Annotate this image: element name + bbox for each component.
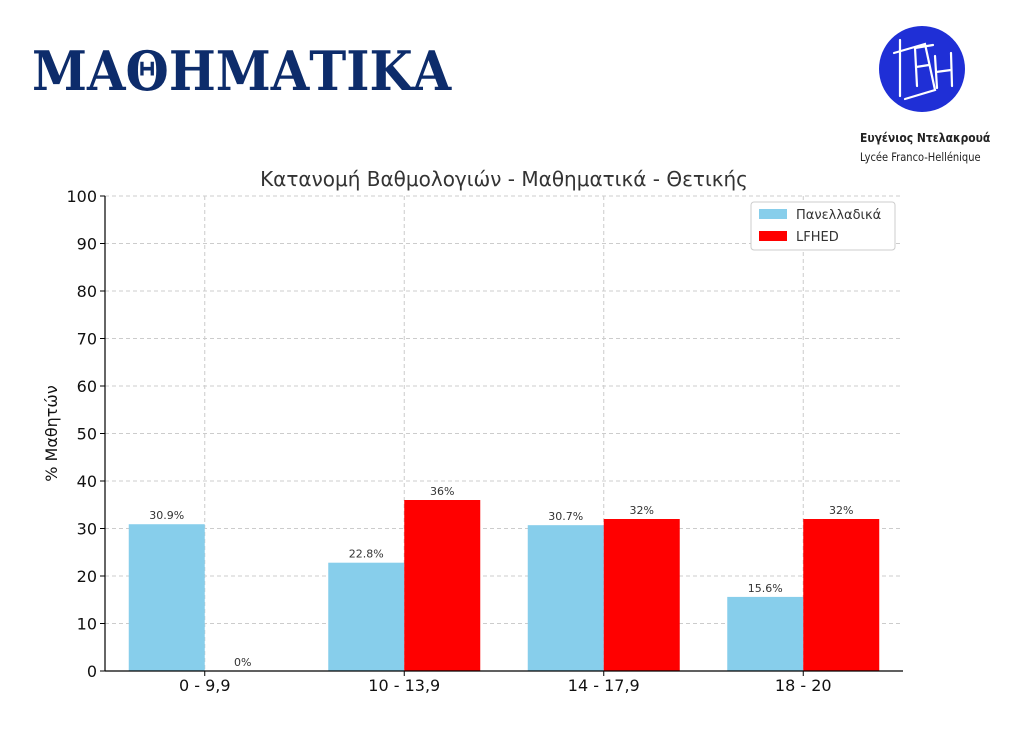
bar-panellinies (328, 562, 405, 671)
x-tick-label: 10 - 13,9 (368, 676, 440, 695)
y-axis-label: % Μαθητών (42, 385, 61, 482)
y-tick-label: 60 (77, 377, 97, 396)
y-tick-label: 40 (77, 472, 97, 491)
bar-panellinies (128, 524, 205, 671)
legend-label: Πανελλαδικά (796, 208, 881, 223)
bar-value-label: 30.7% (548, 510, 583, 523)
bar-lfhed (603, 519, 680, 671)
bar-lfhed (404, 500, 481, 671)
y-tick-label: 90 (77, 235, 97, 254)
x-tick-label: 0 - 9,9 (179, 676, 231, 695)
school-subtitle: Lycée Franco-Hellénique (860, 150, 981, 164)
school-logo-icon (879, 26, 965, 112)
y-tick-label: 20 (77, 567, 97, 586)
legend-label: LFHED (796, 230, 839, 245)
y-tick-label: 30 (77, 520, 97, 539)
bar-value-label: 32% (630, 504, 654, 517)
bar-value-label: 22.8% (349, 548, 384, 561)
y-tick-label: 70 (77, 330, 97, 349)
bar-panellinies (527, 525, 604, 671)
y-tick-label: 10 (77, 615, 97, 634)
grade-distribution-chart: Κατανομή Βαθμολογιών - Μαθηματικά - Θετι… (0, 150, 1010, 710)
x-tick-label: 14 - 17,9 (568, 676, 640, 695)
y-tick-label: 80 (77, 282, 97, 301)
bar-lfhed (803, 519, 880, 671)
bar-value-label: 32% (829, 504, 853, 517)
y-tick-label: 50 (77, 425, 97, 444)
x-tick-label: 18 - 20 (775, 676, 832, 695)
bar-value-label: 36% (430, 485, 454, 498)
school-name: Ευγένιος Ντελακρουά (860, 130, 991, 145)
bar-value-label: 30.9% (149, 509, 184, 522)
legend-swatch (759, 231, 787, 241)
bar-value-label: 15.6% (748, 582, 783, 595)
y-tick-label: 0 (87, 662, 97, 681)
bar-panellinies (727, 596, 804, 671)
chart-canvas: Κατανομή Βαθμολογιών - Μαθηματικά - Θετι… (42, 167, 903, 695)
chart-title: Κατανομή Βαθμολογιών - Μαθηματικά - Θετι… (260, 167, 748, 191)
y-tick-label: 100 (66, 187, 97, 206)
page-title: ΜΑΘΗΜΑΤΙΚΑ (32, 39, 452, 103)
legend-swatch (759, 209, 787, 219)
bar-value-label: 0% (234, 656, 251, 669)
